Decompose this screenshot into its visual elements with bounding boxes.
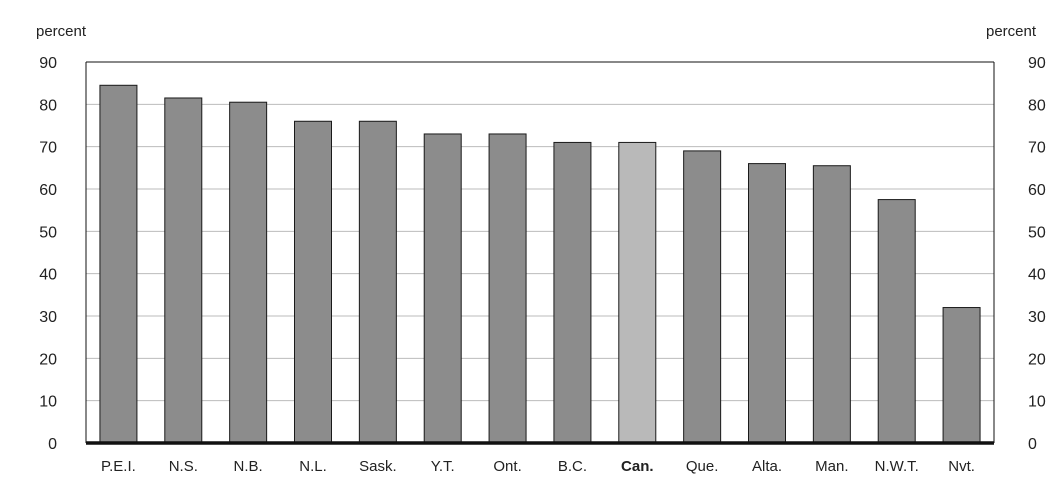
y-tick-label-right: 10 [1028, 394, 1046, 411]
x-category-label: N.S. [169, 458, 198, 475]
bar [164, 97, 203, 444]
bar [618, 141, 657, 444]
y-tick-label-left: 80 [39, 97, 57, 114]
bar [812, 165, 851, 444]
y-tick-label-right: 40 [1028, 267, 1046, 284]
bar [683, 150, 722, 444]
y-tick-label-right: 0 [1028, 436, 1037, 453]
bar [488, 133, 527, 444]
y-tick-label-left: 30 [39, 309, 57, 326]
x-category-label: Nvt. [948, 458, 975, 475]
bar [294, 120, 332, 444]
x-category-label: Que. [686, 458, 719, 475]
left-axis-unit-label: percent [36, 23, 87, 40]
y-tick-label-right: 70 [1028, 140, 1046, 157]
y-tick-label-right: 80 [1028, 97, 1046, 114]
y-tick-label-left: 20 [39, 351, 57, 368]
y-tick-label-right: 30 [1028, 309, 1046, 326]
bar [942, 307, 981, 444]
y-tick-label-left: 40 [39, 267, 57, 284]
y-tick-label-left: 70 [39, 140, 57, 157]
bar [229, 101, 268, 444]
y-tick-label-left: 0 [48, 436, 57, 453]
x-category-label: Ont. [493, 458, 521, 475]
x-category-label: Can. [621, 458, 654, 475]
y-tick-label-left: 10 [39, 394, 57, 411]
bar [748, 163, 786, 444]
x-category-label: Y.T. [431, 458, 455, 475]
y-tick-label-right: 90 [1028, 55, 1046, 72]
bar [358, 120, 397, 444]
y-tick-label-right: 20 [1028, 351, 1046, 368]
y-tick-label-left: 90 [39, 55, 57, 72]
bar [99, 84, 138, 444]
x-category-label: Sask. [359, 458, 397, 475]
y-tick-label-left: 60 [39, 182, 57, 199]
x-category-label: P.E.I. [101, 458, 136, 475]
x-category-label: N.W.T. [875, 458, 919, 475]
x-category-label: N.B. [234, 458, 263, 475]
x-category-label: Alta. [752, 458, 782, 475]
bar [877, 199, 916, 444]
y-tick-label-left: 50 [39, 224, 57, 241]
x-category-label: B.C. [558, 458, 587, 475]
x-category-label: Man. [815, 458, 848, 475]
bar [553, 141, 592, 444]
x-category-label: N.L. [299, 458, 327, 475]
y-tick-label-right: 60 [1028, 182, 1046, 199]
right-axis-unit-label: percent [986, 23, 1037, 40]
bar [423, 133, 462, 444]
y-tick-label-right: 50 [1028, 224, 1046, 241]
